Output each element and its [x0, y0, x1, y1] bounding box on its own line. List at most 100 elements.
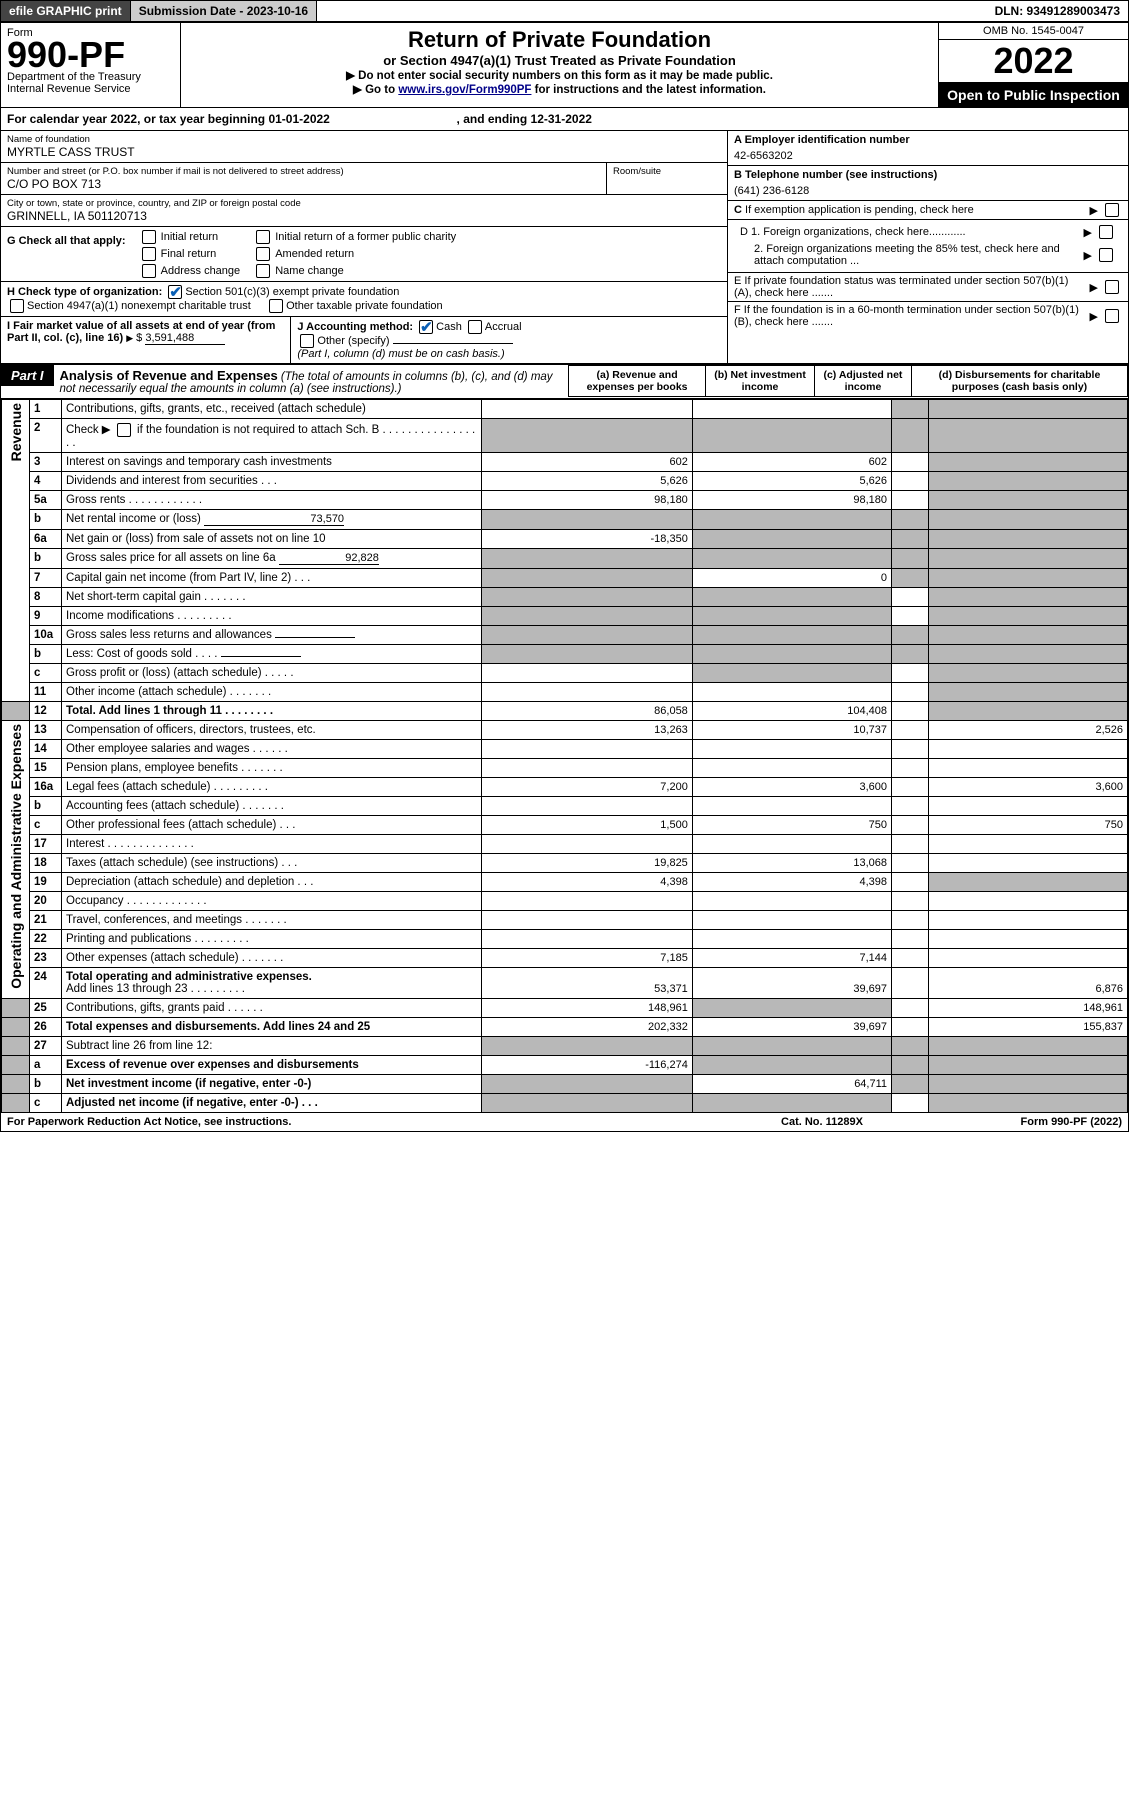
l27a-num: a [30, 1055, 62, 1074]
part1-title-cell: Analysis of Revenue and Expenses (The to… [54, 365, 568, 398]
room-label: Room/suite [613, 166, 721, 177]
l18-a: 19,825 [482, 853, 693, 872]
header-center: Return of Private Foundation or Section … [181, 23, 938, 107]
l4-b: 5,626 [692, 471, 891, 490]
city-label: City or town, state or province, country… [7, 198, 721, 209]
g-addr-change: Address change [161, 265, 241, 277]
f-cell: F If the foundation is in a 60-month ter… [728, 302, 1128, 330]
header-right: OMB No. 1545-0047 2022 Open to Public In… [938, 23, 1128, 107]
d1: D 1. Foreign organizations, check here..… [740, 226, 1080, 238]
addr-main: Number and street (or P.O. box number if… [1, 163, 607, 194]
l25-a: 148,961 [482, 998, 693, 1017]
chk-other-method[interactable] [300, 334, 314, 348]
l1-desc: Contributions, gifts, grants, etc., rece… [62, 400, 482, 419]
l3-a: 602 [482, 452, 693, 471]
l14-desc: Other employee salaries and wages . . . … [62, 739, 482, 758]
chk-f[interactable] [1105, 309, 1119, 323]
chk-address-change[interactable] [142, 264, 156, 278]
chk-accrual[interactable] [468, 320, 482, 334]
h-other: Other taxable private foundation [286, 300, 443, 312]
l12-num: 12 [30, 701, 62, 720]
chk-e[interactable] [1105, 280, 1119, 294]
l27-desc: Subtract line 26 from line 12: [62, 1036, 482, 1055]
l10c-desc: Gross profit or (loss) (attach schedule)… [62, 663, 482, 682]
efile-print-btn[interactable]: efile GRAPHIC print [1, 1, 131, 21]
addr-cell: Number and street (or P.O. box number if… [1, 163, 727, 195]
l13-d: 2,526 [928, 720, 1127, 739]
l7-desc: Capital gain net income (from Part IV, l… [62, 568, 482, 587]
l18-num: 18 [30, 853, 62, 872]
part1-badge: Part I [1, 365, 54, 386]
l5b-num: b [30, 509, 62, 529]
chk-c[interactable] [1105, 203, 1119, 217]
l10a-desc: Gross sales less returns and allowances [62, 625, 482, 644]
l12-b: 104,408 [692, 701, 891, 720]
irs-link[interactable]: www.irs.gov/Form990PF [398, 84, 531, 96]
l24-d: 6,876 [928, 967, 1127, 998]
chk-schb[interactable] [117, 423, 131, 437]
l15-desc: Pension plans, employee benefits . . . .… [62, 758, 482, 777]
l26-d: 155,837 [928, 1017, 1127, 1036]
l16c-d: 750 [928, 815, 1127, 834]
paperwork-notice: For Paperwork Reduction Act Notice, see … [7, 1116, 722, 1128]
l16c-num: c [30, 815, 62, 834]
instr-post: for instructions and the latest informat… [531, 84, 766, 96]
l22-desc: Printing and publications . . . . . . . … [62, 929, 482, 948]
chk-cash[interactable] [419, 320, 433, 334]
chk-501c3[interactable] [168, 285, 182, 299]
cal-pre: For calendar year 2022, or tax year begi… [7, 112, 268, 126]
form-ref: Form 990-PF (2022) [922, 1116, 1122, 1128]
chk-d1[interactable] [1099, 225, 1113, 239]
chk-d2[interactable] [1099, 248, 1113, 262]
chk-other-taxable[interactable] [269, 299, 283, 313]
l17-desc: Interest . . . . . . . . . . . . . . [62, 834, 482, 853]
h-label: H Check type of organization: [7, 286, 162, 298]
l2-num: 2 [30, 419, 62, 453]
j-other: Other (specify) [317, 335, 389, 347]
foundation-name: MYRTLE CASS TRUST [7, 145, 721, 159]
l24-num: 24 [30, 967, 62, 998]
l27a-desc: Excess of revenue over expenses and disb… [62, 1055, 482, 1074]
l13-a: 13,263 [482, 720, 693, 739]
chk-initial-former[interactable] [256, 230, 270, 244]
form-container: efile GRAPHIC print Submission Date - 20… [0, 0, 1129, 1132]
chk-name-change[interactable] [256, 264, 270, 278]
l19-a: 4,398 [482, 872, 693, 891]
h-501c3: Section 501(c)(3) exempt private foundat… [185, 286, 399, 298]
chk-initial-return[interactable] [142, 230, 156, 244]
form-subtitle: or Section 4947(a)(1) Trust Treated as P… [187, 53, 932, 68]
tel-value: (641) 236-6128 [734, 185, 1122, 197]
street-address: C/O PO BOX 713 [7, 177, 600, 191]
l11-num: 11 [30, 682, 62, 701]
chk-final-return[interactable] [142, 247, 156, 261]
topbar: efile GRAPHIC print Submission Date - 20… [1, 1, 1128, 23]
l14-num: 14 [30, 739, 62, 758]
l5a-b: 98,180 [692, 490, 891, 509]
col-b: (b) Net investment income [706, 366, 815, 397]
l7-num: 7 [30, 568, 62, 587]
l18-desc: Taxes (attach schedule) (see instruction… [62, 853, 482, 872]
chk-4947[interactable] [10, 299, 24, 313]
col-a: (a) Revenue and expenses per books [569, 366, 706, 397]
l21-num: 21 [30, 910, 62, 929]
col-d: (d) Disbursements for charitable purpose… [911, 366, 1127, 397]
g-row: G Check all that apply: Initial return F… [1, 227, 727, 282]
ein-value: 42-6563202 [734, 150, 1122, 162]
l3-num: 3 [30, 452, 62, 471]
j-note: (Part I, column (d) must be on cash basi… [297, 348, 504, 360]
j-cash: Cash [436, 321, 462, 333]
chk-amended-return[interactable] [256, 247, 270, 261]
j-accrual: Accrual [485, 321, 522, 333]
l26-desc: Total expenses and disbursements. Add li… [62, 1017, 482, 1036]
l10b-desc: Less: Cost of goods sold . . . . [62, 644, 482, 663]
g-name-change: Name change [275, 265, 344, 277]
l27a-a: -116,274 [482, 1055, 693, 1074]
l20-num: 20 [30, 891, 62, 910]
l6a-a: -18,350 [482, 529, 693, 548]
e-cell: E If private foundation status was termi… [728, 273, 1128, 302]
part1-header: Part I Analysis of Revenue and Expenses … [1, 364, 1128, 399]
e-label: E If private foundation status was termi… [734, 275, 1086, 299]
instr-ssn: ▶ Do not enter social security numbers o… [187, 68, 932, 82]
ident-left: Name of foundation MYRTLE CASS TRUST Num… [1, 131, 728, 363]
ein-label: A Employer identification number [734, 134, 1122, 146]
